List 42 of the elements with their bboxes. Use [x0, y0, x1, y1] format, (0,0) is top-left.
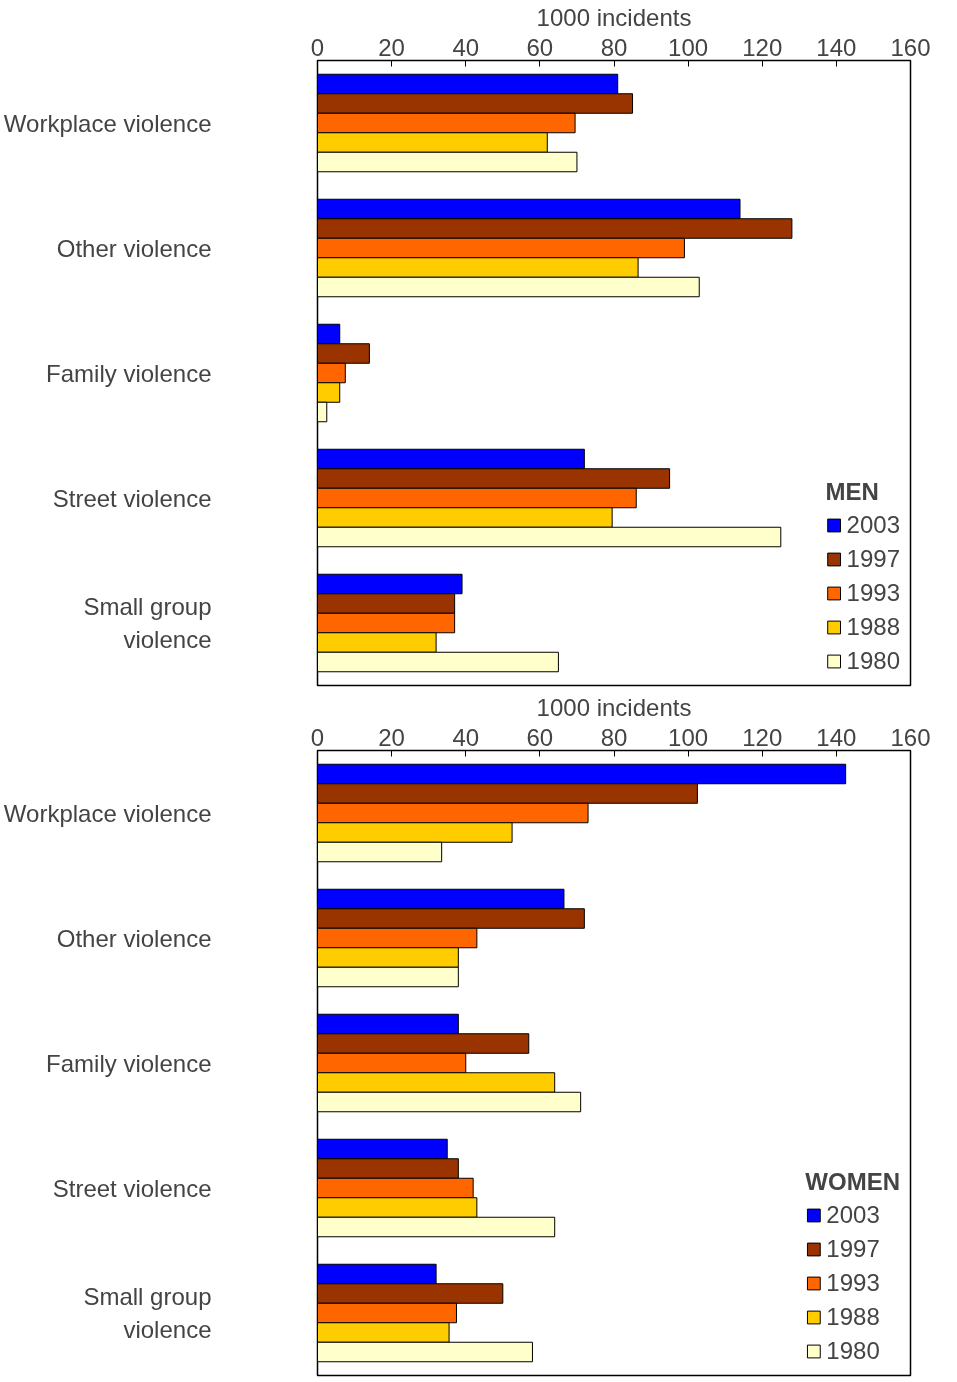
- legend-label: 1993: [846, 579, 900, 607]
- x-tick-label: 140: [816, 33, 857, 61]
- legend-label: 1988: [846, 613, 900, 641]
- legend-title: WOMEN: [805, 1168, 900, 1196]
- x-tick-label: 160: [890, 33, 931, 61]
- legend-label: 1997: [846, 545, 900, 573]
- y-tick-label: Other violence: [56, 924, 212, 952]
- y-tick-label: Street violence: [52, 484, 212, 512]
- legend-label: 1988: [826, 1303, 880, 1331]
- x-tick-label: 0: [310, 723, 325, 751]
- y-tick-label: Other violence: [56, 234, 212, 262]
- x-tick-label: 20: [378, 723, 405, 751]
- x-tick-label: 160: [890, 723, 931, 751]
- x-tick-label: 20: [378, 33, 405, 61]
- legend-label: 1993: [826, 1269, 880, 1297]
- x-tick-label: 40: [452, 723, 480, 751]
- x-tick-label: 60: [526, 33, 554, 61]
- y-tick-label: Workplace violence: [3, 799, 212, 827]
- x-axis-title: 1000 incidents: [536, 3, 692, 31]
- legend-label: 2003: [846, 511, 900, 539]
- legend-label: 1997: [826, 1235, 880, 1263]
- x-tick-label: 60: [526, 723, 554, 751]
- x-tick-label: 100: [668, 723, 709, 751]
- x-axis-title: 1000 incidents: [536, 693, 692, 721]
- x-tick-label: 100: [668, 33, 709, 61]
- x-tick-label: 120: [742, 33, 783, 61]
- y-tick-label: Family violence: [46, 359, 212, 387]
- x-tick-label: 80: [600, 723, 628, 751]
- legend-title: MEN: [825, 478, 880, 506]
- x-tick-label: 80: [600, 33, 628, 61]
- x-tick-label: 0: [310, 33, 325, 61]
- x-tick-label: 140: [816, 723, 857, 751]
- x-tick-label: 40: [452, 33, 480, 61]
- x-tick-label: 120: [742, 723, 783, 751]
- y-tick-label: Workplace violence: [3, 109, 212, 137]
- legend-label: 1980: [846, 647, 900, 675]
- legend-label: 1980: [826, 1337, 880, 1365]
- legend-label: 2003: [826, 1201, 880, 1229]
- y-tick-label: Family violence: [46, 1049, 212, 1077]
- y-tick-label: Small group violence: [83, 1283, 212, 1343]
- y-tick-label: Small group violence: [83, 593, 212, 653]
- y-tick-label: Street violence: [52, 1174, 212, 1202]
